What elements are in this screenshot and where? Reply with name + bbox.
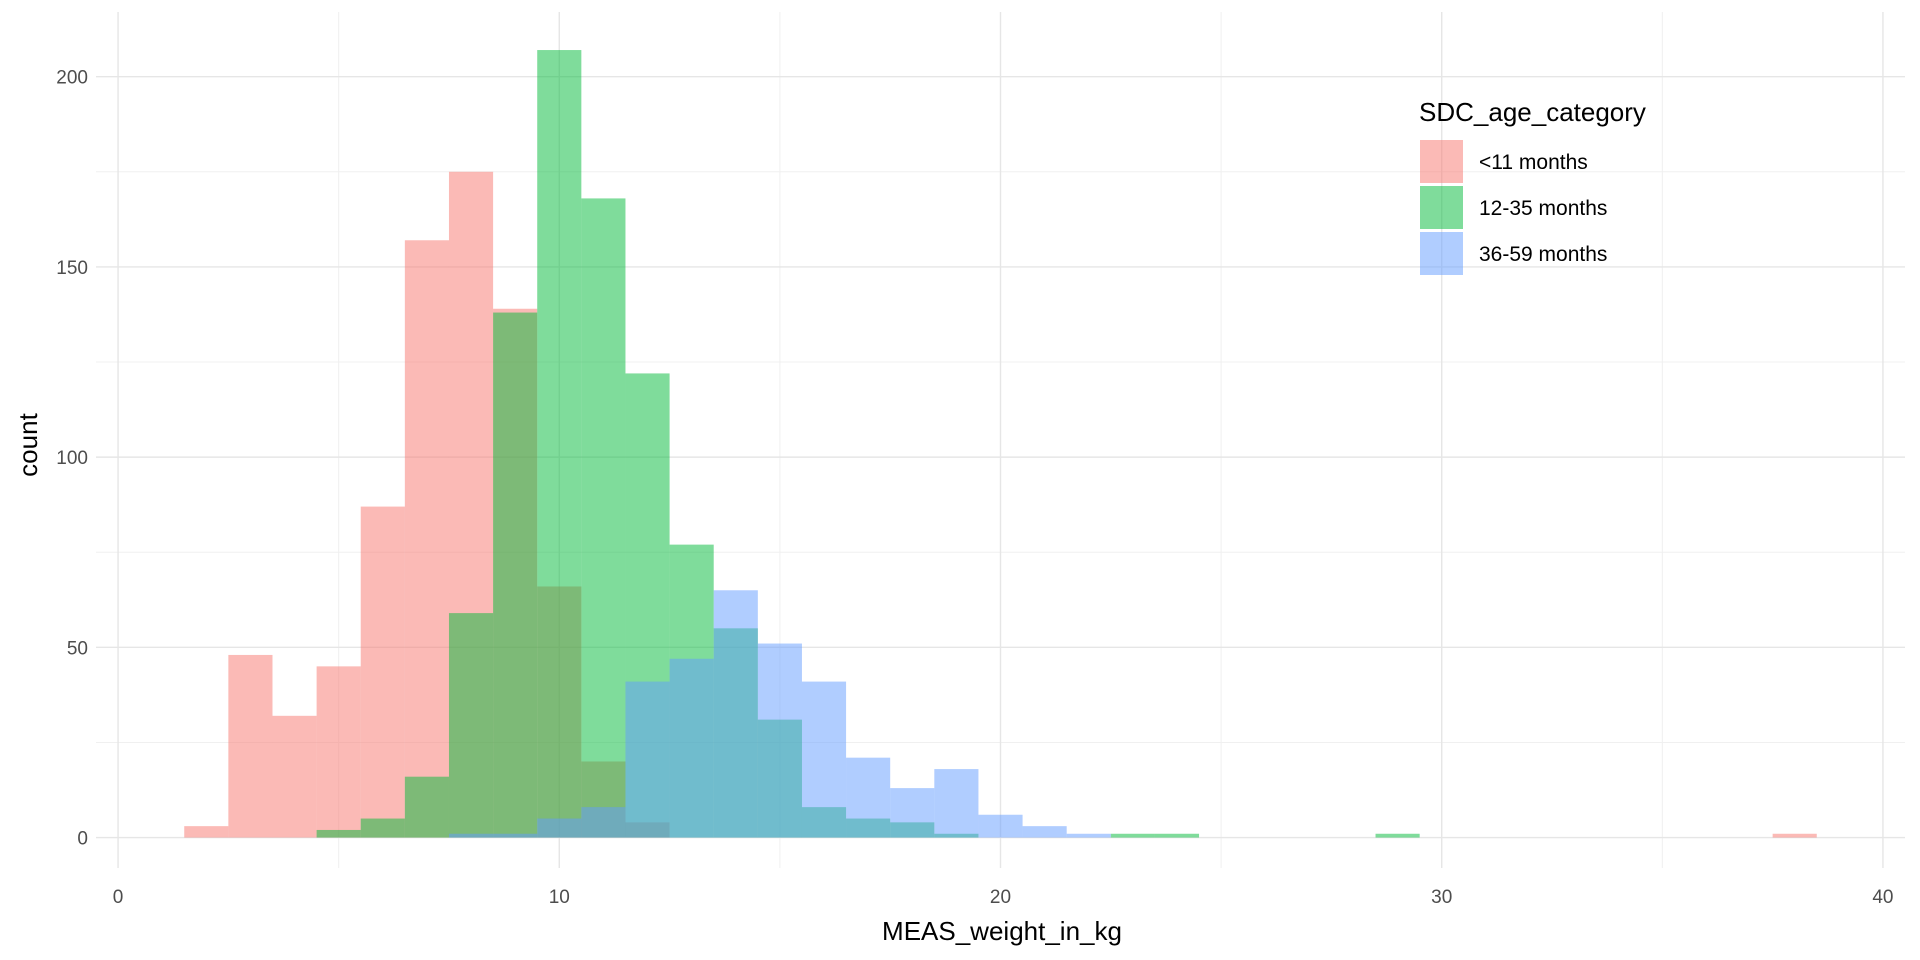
legend-label: 12-35 months (1479, 197, 1607, 220)
legend-label: 36-59 months (1479, 243, 1607, 266)
legend-item: <11 months (1420, 140, 1588, 183)
x-tick-label: 0 (113, 887, 124, 908)
x-tick-label: 20 (990, 887, 1011, 908)
histogram-bar (184, 826, 229, 838)
histogram-bar (448, 613, 494, 838)
histogram-bar (404, 240, 449, 838)
y-axis-title: count (13, 412, 43, 476)
legend-item: 36-59 months (1420, 232, 1607, 275)
histogram-bar (1022, 826, 1067, 838)
histogram-bar (581, 198, 626, 838)
histogram-bar (228, 654, 273, 838)
series-3 (448, 590, 1111, 838)
legend-items: <11 months 12-35 months 36-59 months (1420, 140, 1607, 275)
histogram-bar (1772, 833, 1817, 838)
histogram-bar (316, 829, 361, 838)
histogram-bar (537, 818, 582, 838)
histogram-bar (713, 590, 758, 838)
histogram-bar (360, 818, 405, 838)
histogram-bar (801, 681, 847, 838)
histogram-bar (846, 757, 891, 838)
legend-swatch (1420, 186, 1463, 229)
y-axis-tick-labels: 0 50 100 150 200 (56, 68, 88, 850)
histogram-bars (184, 50, 1817, 838)
legend-label: <11 months (1479, 151, 1588, 174)
legend-swatch (1420, 232, 1463, 275)
x-tick-label: 10 (549, 887, 570, 908)
y-tick-label: 150 (56, 258, 88, 279)
histogram-bar (669, 658, 714, 838)
histogram-bar (1154, 833, 1200, 838)
histogram-bar (1110, 833, 1155, 838)
x-axis-tick-labels: 0 10 20 30 40 (113, 887, 1894, 908)
histogram-bar (1375, 833, 1420, 838)
histogram-bar (890, 788, 935, 838)
histogram-bar (404, 776, 449, 838)
legend-item: 12-35 months (1420, 186, 1607, 229)
legend-swatch (1420, 140, 1463, 183)
legend: SDC_age_category <11 months 12-35 months 3… (1419, 97, 1646, 275)
y-tick-label: 0 (77, 829, 88, 850)
y-tick-label: 50 (67, 638, 88, 659)
histogram-bar (537, 50, 582, 838)
histogram-bar (493, 833, 538, 838)
legend-title: SDC_age_category (1419, 97, 1646, 127)
histogram-bar (316, 666, 361, 838)
x-tick-label: 40 (1872, 887, 1893, 908)
histogram-bar (581, 807, 626, 838)
histogram-bar (978, 814, 1023, 838)
y-tick-label: 200 (56, 68, 88, 89)
y-tick-label: 100 (56, 448, 88, 469)
histogram-bar (272, 715, 317, 838)
histogram-bar (1066, 833, 1111, 838)
x-tick-label: 30 (1431, 887, 1452, 908)
histogram-bar (625, 681, 670, 838)
histogram-bar (448, 833, 494, 838)
histogram-bar (757, 643, 802, 838)
histogram-bar (934, 769, 979, 838)
histogram-bar (493, 312, 538, 838)
histogram-bar (360, 506, 405, 838)
x-axis-title: MEAS_weight_in_kg (882, 916, 1122, 946)
